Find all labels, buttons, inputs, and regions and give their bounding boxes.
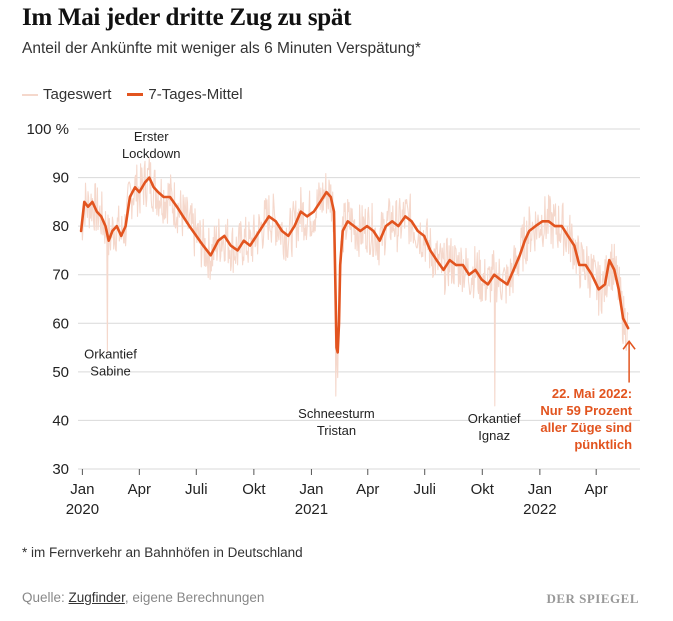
y-tick-label: 40 [52,412,69,429]
x-tick-year: 2022 [523,501,556,518]
annotation-text: aller Züge sind [540,420,632,435]
chart-subtitle: Anteil der Ankünfte mit weniger als 6 Mi… [22,40,421,57]
x-axis: Jan 2020 Apr Juli Okt Jan 2021 Apr Juli Okt Jan 202… [66,469,608,518]
annotation-text: Orkantief [468,411,521,426]
annotation-arrow-head [622,340,636,350]
footnote: * im Fernverkehr an Bahnhöfen in Deutsch… [22,545,303,560]
source-suffix: , eigene Berechnungen [124,590,265,605]
legend-item-daily: Tageswert [22,86,111,103]
line-7-tages-mittel [79,176,630,354]
annotation-text: Ignaz [478,428,510,443]
x-tick-label: Apr [585,481,608,498]
x-tick-label: Juli [185,481,208,498]
series-7day-average [79,176,630,354]
annotation-text: Erster [134,129,169,144]
x-tick-label: Okt [471,481,495,498]
x-tick-label: Jan [299,481,323,498]
legend: Tageswert 7-Tages-Mittel [22,86,259,103]
annotation: Schneesturm Tristan [298,406,375,438]
legend-label-daily: Tageswert [43,86,112,103]
annotation: 22. Mai 2022: Nur 59 Prozent aller Züge si… [540,340,636,452]
chart-title: Im Mai jeder dritte Zug zu spät [22,4,352,31]
legend-swatch-avg [127,93,144,96]
annotation-text: Nur 59 Prozent [540,403,632,418]
y-tick-label: 70 [52,267,69,284]
y-axis: 100 % 90 80 70 60 50 40 30 [26,121,69,478]
x-tick-label: Jan [528,481,552,498]
y-tick-label: 50 [52,364,69,381]
source-line: Quelle: Zugfinder, eigene Berechnungen [22,590,264,605]
x-tick-year: 2020 [66,501,99,518]
y-tick-label: 100 % [26,121,69,138]
y-tick-label: 30 [52,461,69,478]
legend-label-avg: 7-Tages-Mittel [148,86,243,103]
annotation: Orkantief Sabine [84,347,137,379]
annotation-text: 22. Mai 2022: [552,386,632,401]
y-tick-label: 80 [52,218,69,235]
annotation: Orkantief Ignaz [468,411,521,443]
x-tick-label: Juli [413,481,436,498]
source-prefix: Quelle: [22,590,69,605]
annotation-text: pünktlich [574,437,632,452]
x-tick-year: 2021 [295,501,328,518]
annotations: Erster Lockdown Orkantief Sabine Schneesturm… [84,129,636,452]
series-daily-values [80,157,629,407]
legend-swatch-daily [22,93,38,96]
brand-logo: DER SPIEGEL [546,591,639,606]
x-tick-label: Apr [128,481,151,498]
annotation-text: Orkantief [84,347,137,362]
legend-item-avg: 7-Tages-Mittel [127,86,243,103]
annotation-text: Schneesturm [298,406,375,421]
y-tick-label: 60 [52,315,69,332]
x-tick-label: Jan [70,481,94,498]
annotation-text: Sabine [90,364,130,379]
y-tick-label: 90 [52,170,69,187]
source-link[interactable]: Zugfinder [68,590,125,605]
line-tageswert [80,157,629,407]
x-tick-label: Apr [356,481,379,498]
x-tick-label: Okt [242,481,266,498]
annotation-text: Lockdown [122,146,181,161]
annotation: Erster Lockdown [122,129,181,161]
annotation-text: Tristan [317,423,356,438]
